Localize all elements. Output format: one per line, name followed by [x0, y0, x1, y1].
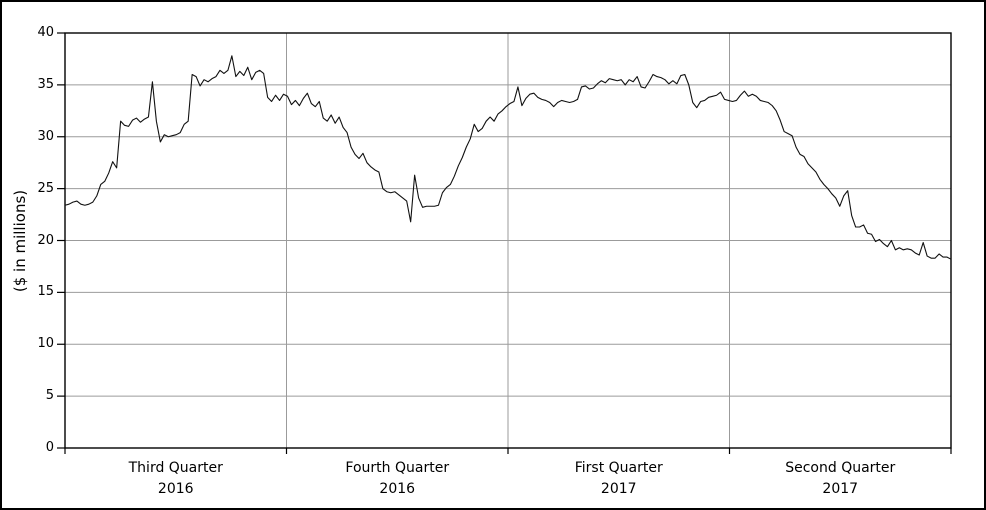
- y-tick-label: 30: [37, 128, 54, 144]
- y-tick-label: 5: [45, 388, 54, 404]
- quarter-year: 2017: [822, 481, 859, 497]
- y-tick-label: 25: [37, 180, 54, 196]
- quarter-name: Fourth Quarter: [345, 460, 450, 476]
- x-axis-quarter-label: Second Quarter 2017: [730, 458, 950, 500]
- y-tick-label: 0: [45, 440, 54, 455]
- quarter-year: 2016: [379, 481, 416, 497]
- y-tick-label: 10: [37, 336, 54, 352]
- y-tick-label: 35: [37, 76, 54, 92]
- y-tick-label: 40: [37, 25, 54, 40]
- quarter-name: Third Quarter: [128, 460, 223, 476]
- data-line: [64, 55, 952, 260]
- quarter-name: Second Quarter: [785, 460, 896, 476]
- quarter-year: 2017: [600, 481, 637, 497]
- quarter-year: 2016: [157, 481, 194, 497]
- x-axis-quarter-label: Fourth Quarter 2016: [287, 458, 507, 500]
- x-axis-quarter-label: Third Quarter 2016: [66, 458, 286, 500]
- x-axis-quarter-label: First Quarter 2017: [509, 458, 729, 500]
- quarter-name: First Quarter: [574, 460, 663, 476]
- y-tick-label: 20: [37, 232, 54, 248]
- y-tick-label: 15: [37, 284, 54, 300]
